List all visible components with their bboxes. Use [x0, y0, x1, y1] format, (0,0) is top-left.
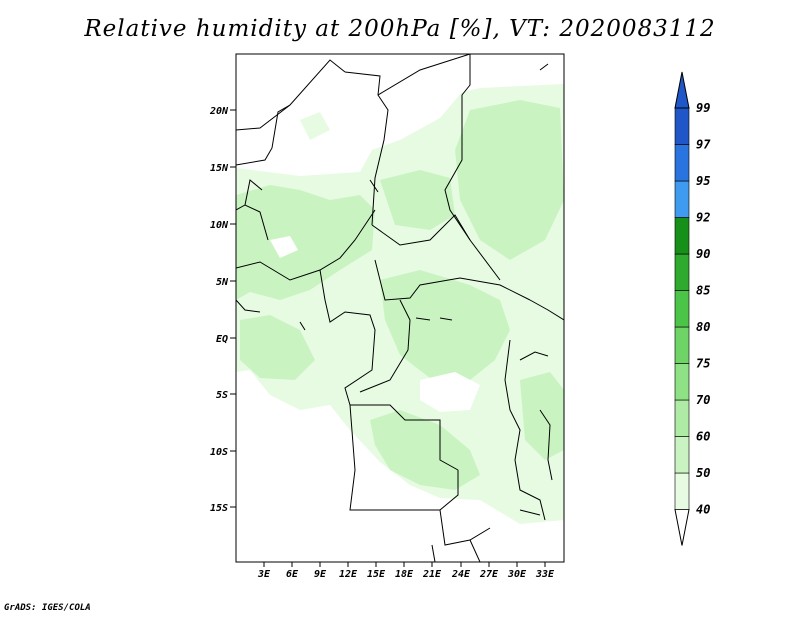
- colorbar-segment: [674, 326, 690, 364]
- humidity-region-50-60: [520, 372, 564, 460]
- colorbar-segment: [674, 472, 690, 510]
- chart-title: Relative humidity at 200hPa [%], VT: 202…: [84, 16, 716, 42]
- lat-label: 5S: [216, 390, 228, 401]
- humidity-region-below-40: [270, 236, 298, 258]
- lon-label: 9E: [314, 569, 327, 580]
- colorbar: 40 50 60 70 75 80 85 90 92 95 97 99: [674, 71, 711, 546]
- latitude-axis: 20N 15N 10N 5N EQ 5S 10S 15S: [209, 106, 236, 514]
- lat-label: 15S: [210, 503, 228, 514]
- credit-label: GrADS: IGES/COLA: [4, 603, 91, 613]
- humidity-region-50-60: [370, 410, 480, 490]
- humidity-region-50-60: [236, 185, 375, 300]
- humidity-shading: [236, 84, 564, 524]
- colorbar-segment: [674, 107, 690, 145]
- colorbar-label: 75: [696, 357, 710, 371]
- lon-label: 15E: [367, 569, 386, 580]
- country-borders: [236, 54, 564, 562]
- lon-label: 18E: [395, 569, 414, 580]
- lat-label: EQ: [216, 334, 228, 345]
- lat-label: 5N: [216, 277, 229, 288]
- colorbar-segment: [674, 217, 690, 255]
- colorbar-upper-extension: [674, 71, 690, 109]
- map-frame: [235, 53, 565, 563]
- colorbar-label: 97: [696, 138, 711, 152]
- colorbar-label: 50: [696, 466, 710, 480]
- colorbar-segment: [674, 180, 690, 218]
- colorbar-segment: [674, 436, 690, 474]
- colorbar-label: 92: [696, 211, 710, 225]
- colorbar-label: 60: [696, 430, 710, 444]
- humidity-region-50-60: [380, 170, 455, 230]
- humidity-region-below-40: [420, 372, 480, 412]
- humidity-region-50-60: [455, 100, 564, 260]
- colorbar-label: 40: [696, 503, 710, 517]
- lon-label: 21E: [422, 569, 442, 580]
- colorbar-label: 99: [696, 101, 710, 115]
- lon-label: 3E: [257, 569, 271, 580]
- colorbar-lower-extension: [674, 509, 690, 546]
- lat-label: 15N: [210, 163, 229, 174]
- lon-label: 24E: [451, 569, 471, 580]
- lon-label: 12E: [339, 569, 358, 580]
- colorbar-label: 80: [696, 320, 710, 334]
- humidity-region-40-50: [300, 112, 330, 140]
- colorbar-segment: [674, 363, 690, 401]
- lon-label: 33E: [535, 569, 555, 580]
- longitude-axis: 3E 6E 9E 12E 15E 18E 21E 24E 27E 30E 33E: [257, 562, 555, 580]
- colorbar-segment: [674, 144, 690, 182]
- humidity-region-50-60: [380, 270, 510, 380]
- lat-label: 10N: [210, 220, 229, 231]
- colorbar-segment: [674, 253, 690, 291]
- lon-label: 6E: [286, 569, 299, 580]
- colorbar-label: 95: [696, 174, 710, 188]
- lon-label: 27E: [479, 569, 499, 580]
- lon-label: 30E: [507, 569, 527, 580]
- lat-label: 10S: [210, 447, 228, 458]
- colorbar-segment: [674, 399, 690, 437]
- colorbar-segment: [674, 290, 690, 328]
- lat-label: 20N: [209, 106, 229, 117]
- colorbar-label: 90: [696, 247, 710, 261]
- colorbar-label: 85: [696, 284, 710, 298]
- humidity-region-50-60: [240, 315, 315, 380]
- colorbar-label: 70: [696, 393, 710, 407]
